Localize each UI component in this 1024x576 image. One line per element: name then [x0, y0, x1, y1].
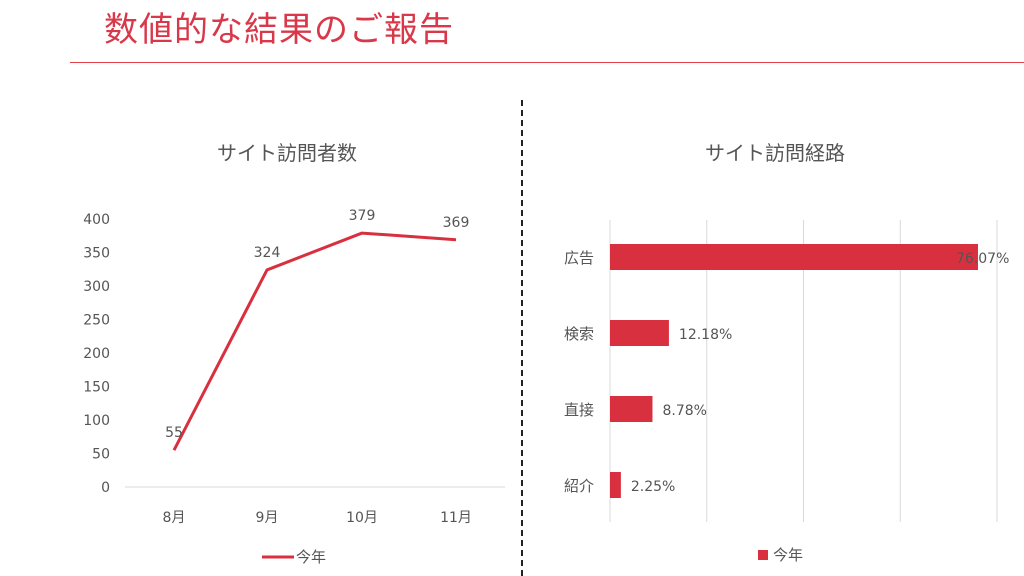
line-series-今年 — [172, 231, 457, 451]
x-tick-label: 10月 — [346, 510, 378, 526]
y-tick-label: 50 — [92, 447, 110, 463]
bar-直接 — [610, 396, 653, 422]
category-label: 紹介 — [564, 477, 594, 495]
y-tick-label: 200 — [83, 346, 110, 362]
x-tick-label: 11月 — [440, 510, 472, 526]
line-chart-title: サイト訪問者数 — [217, 141, 357, 165]
y-tick-label: 250 — [83, 313, 110, 329]
data-label: 8.78% — [662, 403, 706, 419]
category-label: 直接 — [564, 401, 594, 419]
bar-広告 — [610, 244, 978, 270]
data-label: 55 — [165, 425, 183, 441]
legend-label: 今年 — [296, 548, 326, 566]
y-tick-label: 100 — [83, 413, 110, 429]
chart-divider — [521, 100, 523, 576]
category-label: 検索 — [564, 325, 594, 343]
y-tick-label: 350 — [83, 246, 110, 262]
data-label: 379 — [349, 208, 376, 224]
category-label: 広告 — [564, 249, 594, 267]
legend-label: 今年 — [773, 546, 803, 564]
data-label: 2.25% — [631, 479, 675, 495]
data-label: 12.18% — [679, 327, 732, 343]
bar-紹介 — [610, 472, 621, 498]
legend-square-marker — [758, 550, 768, 560]
title-underline — [70, 62, 1024, 63]
y-tick-label: 300 — [83, 279, 110, 295]
bar-chart-title: サイト訪問経路 — [705, 141, 845, 165]
y-tick-label: 150 — [83, 380, 110, 396]
y-tick-label: 0 — [101, 480, 110, 496]
x-tick-label: 8月 — [163, 510, 186, 526]
slide-title: 数値的な結果のご報告 — [104, 10, 454, 50]
data-label: 76.07% — [956, 251, 1009, 267]
x-tick-label: 9月 — [256, 510, 279, 526]
bar-検索 — [610, 320, 669, 346]
y-tick-label: 400 — [83, 212, 110, 228]
data-label: 324 — [254, 245, 281, 261]
data-label: 369 — [443, 215, 470, 231]
